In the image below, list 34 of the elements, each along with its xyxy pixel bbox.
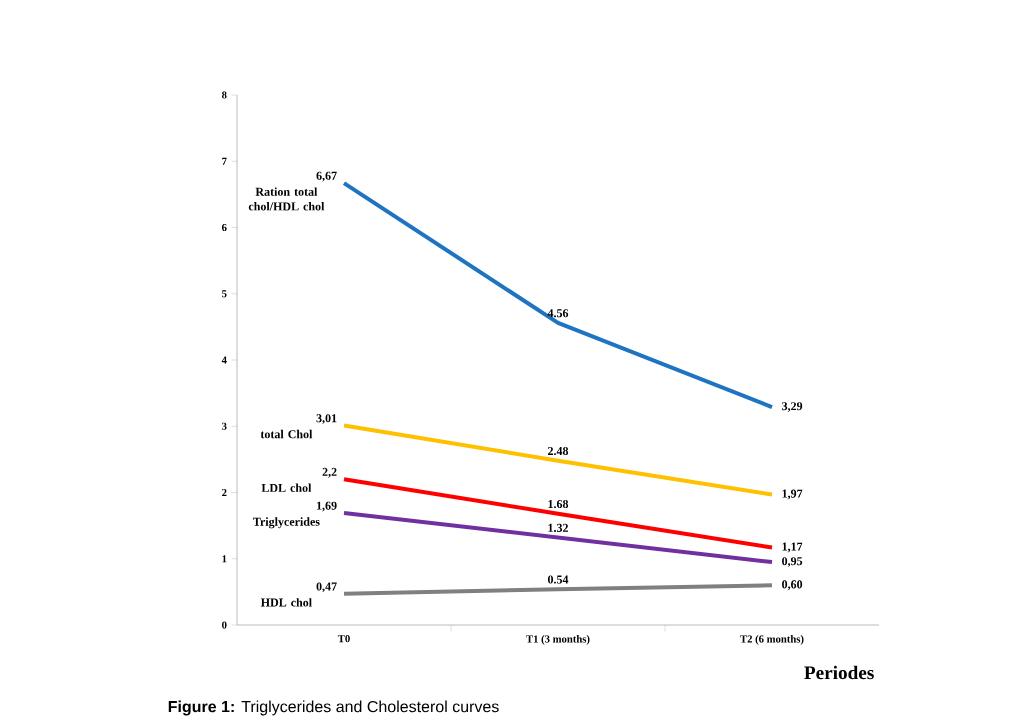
data-label: 1.68 <box>548 499 569 509</box>
data-label: 1,69 <box>317 501 337 512</box>
text: Figure 1: Triglycerides and Cholesterol curves <box>168 700 499 716</box>
text: HDL chol <box>260 598 312 607</box>
text: Triglycerides <box>253 517 320 529</box>
y-tick-label: 7 <box>222 157 227 165</box>
y-tick-label: 8 <box>221 91 227 99</box>
data-label: 4.56 <box>547 309 569 318</box>
data-label: 1.32 <box>548 523 568 532</box>
data-label: 0,60 <box>782 580 803 591</box>
data-label: 1,97 <box>782 489 803 500</box>
text: LDL chol <box>261 483 312 492</box>
text: total Chol <box>260 429 313 439</box>
y-tick-label: 0 <box>222 621 227 629</box>
y-tick-label: 2 <box>222 488 227 497</box>
data-label: 6,67 <box>316 171 337 182</box>
data-label: 3,01 <box>316 414 337 424</box>
data-label: 0,47 <box>316 582 337 593</box>
x-axis-title: Periodes <box>804 665 874 680</box>
data-label: 0.54 <box>547 575 569 584</box>
y-tick-label: 1 <box>222 555 227 563</box>
x-tick-label: T0 <box>337 635 350 643</box>
data-label: 1,17 <box>782 542 803 553</box>
series-label: Ration total chol/HDL chol <box>248 187 325 211</box>
data-label: 3,29 <box>782 402 803 412</box>
x-tick-label: T1 (3 months) <box>526 635 590 645</box>
y-tick-label: 3 <box>222 422 227 430</box>
y-tick-label: 5 <box>222 290 227 298</box>
data-label: 2.48 <box>548 446 569 456</box>
x-tick-label: T2 (6 months) <box>740 635 804 645</box>
data-label: 2,2 <box>322 467 337 478</box>
data-label: 0,95 <box>782 557 803 567</box>
y-tick-label: 4 <box>221 356 227 364</box>
y-tick-label: 6 <box>221 223 227 232</box>
